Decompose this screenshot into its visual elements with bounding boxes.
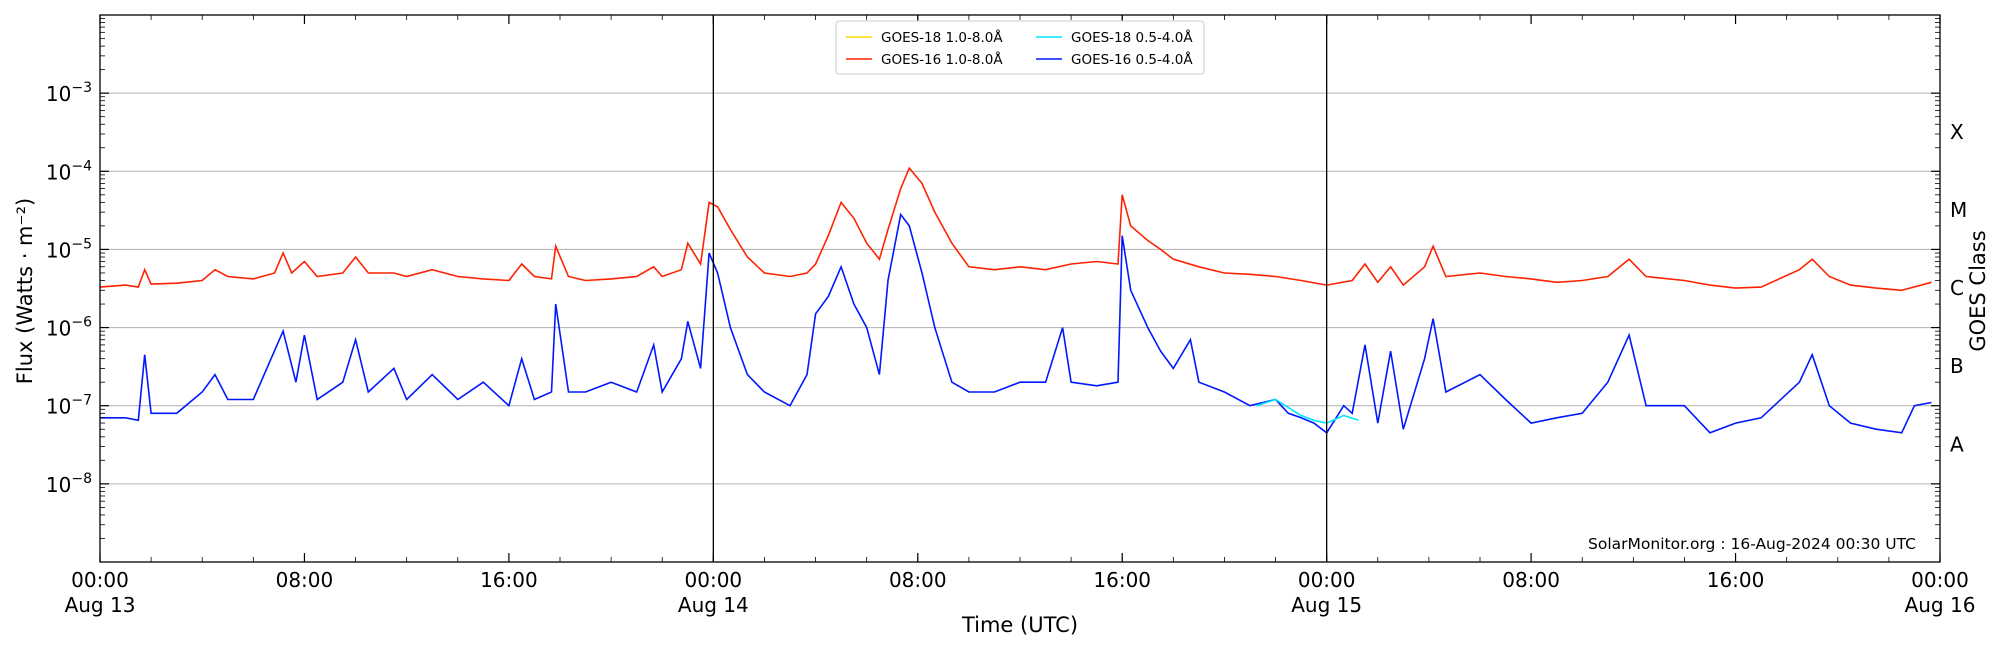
day-boundary-lines [712,15,1328,562]
series-layer [99,166,1932,434]
y-axis-title: Flux (Watts · m⁻²) [13,198,37,384]
legend-label-goes16-1.0-8.0: GOES-16 1.0-8.0Å [881,51,1003,68]
x-tick-label: 00:00 [71,568,129,592]
x-tick-label: 00:00 [685,568,743,592]
legend: GOES-18 1.0-8.0Å GOES-16 1.0-8.0Å GOES-1… [835,20,1205,75]
y-tick-label: 10−8 [46,471,92,497]
y-tick-label: 10−7 [46,393,92,419]
y-tick-label: 10−4 [46,158,92,184]
legend-label-goes16-0.5-4.0: GOES-16 0.5-4.0Å [1071,51,1193,68]
x-tick-label: 08:00 [1502,568,1560,592]
goes-class-label: A [1950,432,1964,456]
y-tick-label: 10−5 [46,236,92,262]
y-tick-label: 10−3 [46,80,92,106]
legend-label-goes18-0.5-4.0: GOES-18 0.5-4.0Å [1071,29,1193,46]
goes-class-label: M [1950,198,1967,222]
gridlines [100,92,1940,485]
credit-text: SolarMonitor.org : 16-Aug-2024 00:30 UTC [1588,535,1916,553]
x-tick-label: 08:00 [889,568,947,592]
legend-label-goes18-1.0-8.0: GOES-18 1.0-8.0Å [881,29,1003,46]
goes-class-label: C [1950,276,1964,300]
x-tick-label: 00:00 [1298,568,1356,592]
x-tick-label: 16:00 [1093,568,1151,592]
y-tick-label: 10−6 [46,315,92,341]
goes-class-label: B [1950,354,1964,378]
x-tick-sublabel: Aug 13 [65,593,136,617]
series-line-goes16-1.0-8.0 [99,166,1932,292]
series-line-goes18-0.5-4.0 [1256,398,1359,424]
series-line-goes16-0.5-4.0 [100,212,1932,434]
y2-axis-title: GOES Class [1966,230,1990,351]
x-tick-sublabel: Aug 16 [1905,593,1976,617]
x-tick-label: 08:00 [276,568,334,592]
x-tick-label: 16:00 [1707,568,1765,592]
x-axis-title: Time (UTC) [961,613,1078,637]
x-tick-sublabel: Aug 15 [1291,593,1362,617]
legend-box [835,20,1205,75]
x-tick-label: 00:00 [1911,568,1969,592]
x-tick-label: 16:00 [480,568,538,592]
x-tick-sublabel: Aug 14 [678,593,749,617]
goes-class-label: X [1950,120,1964,144]
